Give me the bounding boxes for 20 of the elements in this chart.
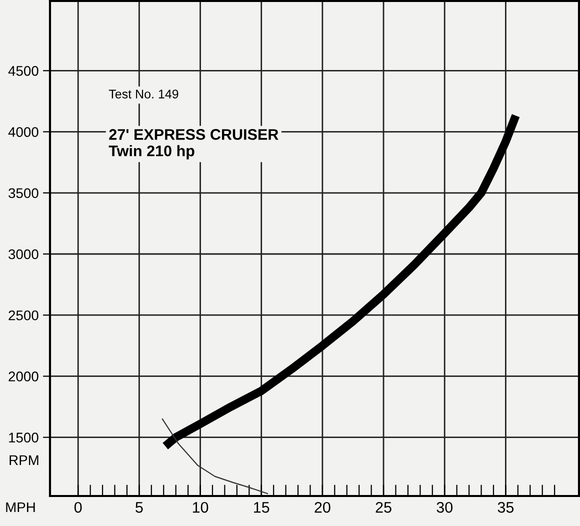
x-tick-label: 30 — [436, 502, 453, 513]
y-axis-title: RPM — [10, 455, 38, 465]
y-tick-label: 2500 — [8, 310, 38, 320]
y-tick-label: 4000 — [8, 127, 38, 137]
x-tick-label: 20 — [314, 502, 330, 513]
x-tick-label: 35 — [498, 502, 514, 513]
y-tick-label: 3500 — [8, 188, 38, 198]
y-tick-label: 3000 — [8, 249, 38, 260]
line-series — [162, 418, 268, 494]
x-tick-label: 5 — [136, 502, 143, 513]
x-axis-title: MPH — [6, 502, 35, 512]
annotation: Test No. 149 — [108, 90, 178, 98]
y-tick-label: 1500 — [9, 432, 38, 443]
x-tick-label: 10 — [192, 502, 208, 513]
y-tick-label: 4500 — [8, 66, 38, 76]
x-tick-label: 25 — [376, 502, 392, 513]
x-tick-label: 0 — [74, 502, 82, 513]
annotation: 27' EXPRESS CRUISER Twin 210 hp — [108, 129, 278, 160]
y-tick-label: 2000 — [8, 372, 38, 382]
x-tick-label: 15 — [254, 502, 270, 513]
